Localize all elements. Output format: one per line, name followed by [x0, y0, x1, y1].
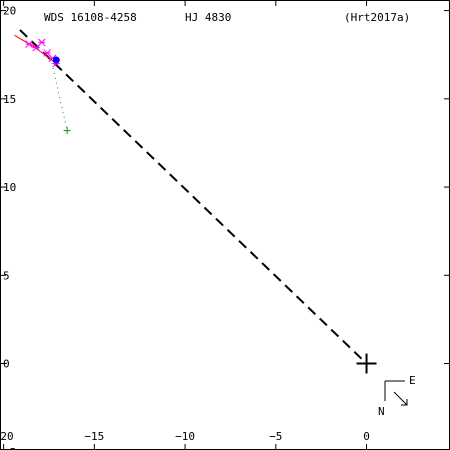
observation-point-2	[37, 38, 46, 47]
y-tick-label-3: 5	[3, 269, 10, 282]
x-tick-label-2: −10	[175, 430, 195, 443]
star-name: HJ 4830	[185, 11, 231, 24]
outlier-marker	[63, 127, 71, 135]
motion-arrow-head-icon	[401, 399, 408, 406]
x-tick-label-3: −5	[269, 430, 282, 443]
predicted-position	[52, 56, 60, 64]
primary-star-marker	[356, 353, 377, 374]
orbit-arc	[14, 34, 59, 66]
observation-point-0	[25, 40, 33, 48]
y-tick-label-5: −5	[3, 446, 16, 450]
compass: E N	[378, 374, 416, 418]
reference-code: (Hrt2017a)	[344, 11, 410, 24]
observation-markers	[25, 38, 61, 68]
wds-designation: WDS 16108-4258	[44, 11, 137, 24]
compass-east-label: E	[409, 374, 416, 387]
y-tick-label-0: 20	[3, 5, 16, 18]
orbit-line	[19, 29, 368, 365]
motion-arrow-icon	[393, 391, 408, 406]
x-tick-label-0: −20	[0, 430, 14, 443]
y-tick-label-1: 15	[3, 93, 16, 106]
residual-line	[50, 58, 68, 131]
x-tick-label-1: −15	[84, 430, 104, 443]
compass-north-label: N	[378, 405, 385, 418]
y-tick-label-2: 10	[3, 181, 16, 194]
y-tick-label-4: 0	[3, 358, 10, 371]
x-tick-label-4: 0	[363, 430, 370, 443]
